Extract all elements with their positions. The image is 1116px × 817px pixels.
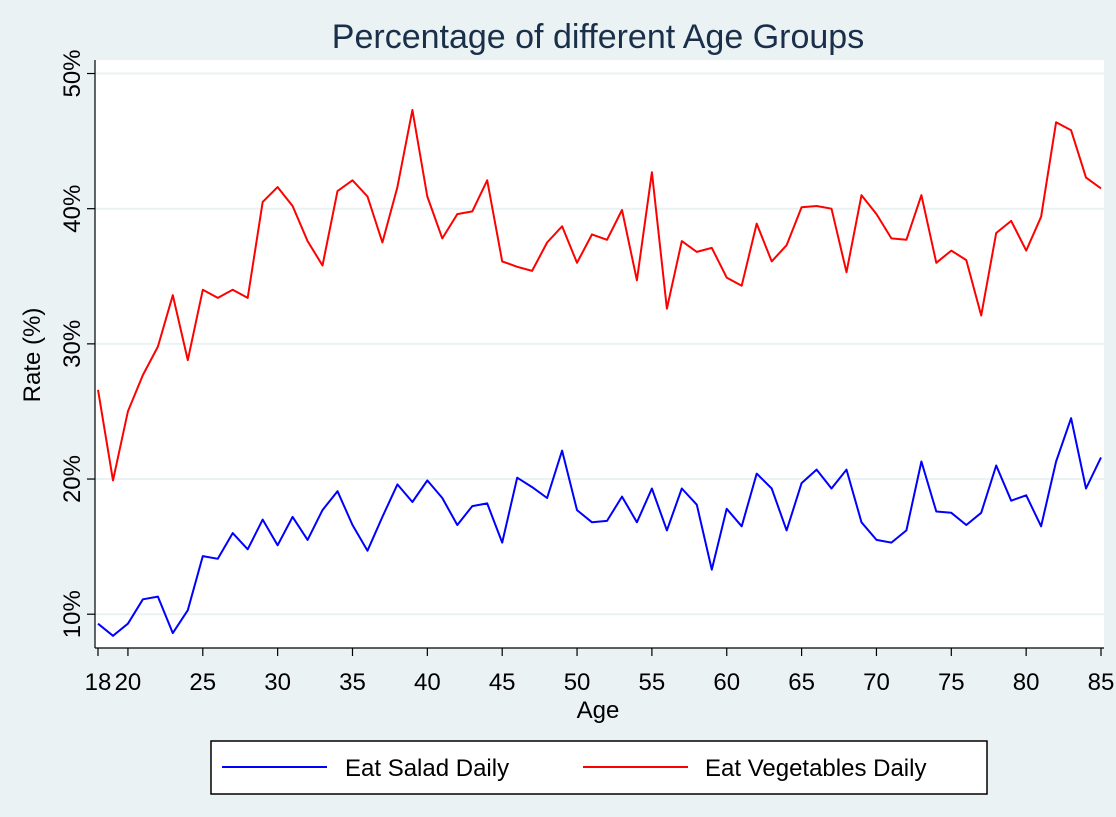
x-tick-label: 50 [564,669,591,696]
x-tick-label: 85 [1088,669,1115,696]
x-tick-label: 75 [938,669,965,696]
y-tick-label: 20% [59,455,86,503]
plot-area [95,60,1104,648]
x-tick-label: 18 [85,669,112,696]
chart-title: Percentage of different Age Groups [332,18,864,56]
x-tick-label: 55 [639,669,666,696]
y-tick-label: 30% [59,320,86,368]
x-tick-label: 60 [713,669,740,696]
legend-label-salad: Eat Salad Daily [345,755,509,782]
y-tick-label: 50% [59,49,86,97]
series-line-0 [97,417,1102,637]
x-axis-label: Age [577,697,620,724]
y-tick-label: 10% [59,590,86,638]
x-tick-label: 40 [414,669,441,696]
y-axis: 10% 20% 30% 40% 50% [59,49,96,648]
legend: Eat Salad Daily Eat Vegetables Daily [210,740,988,795]
x-tick-label: 35 [339,669,366,696]
legend-label-vegetables: Eat Vegetables Daily [705,755,926,782]
y-tick-label: 40% [59,185,86,233]
x-tick-label: 70 [863,669,890,696]
x-tick-label: 30 [264,669,291,696]
y-axis-label: Rate (%) [19,308,46,403]
x-tick-label: 25 [189,669,216,696]
series-lines [97,109,1102,637]
x-tick-label: 65 [788,669,815,696]
x-axis: 18 20 25 30 35 40 45 50 55 60 65 70 75 80 85 [85,647,1115,696]
grid-lines [95,72,1104,616]
x-tick-label: 20 [115,669,142,696]
series-line-1 [97,109,1102,482]
x-tick-label: 45 [489,669,516,696]
x-tick-label: 80 [1013,669,1040,696]
